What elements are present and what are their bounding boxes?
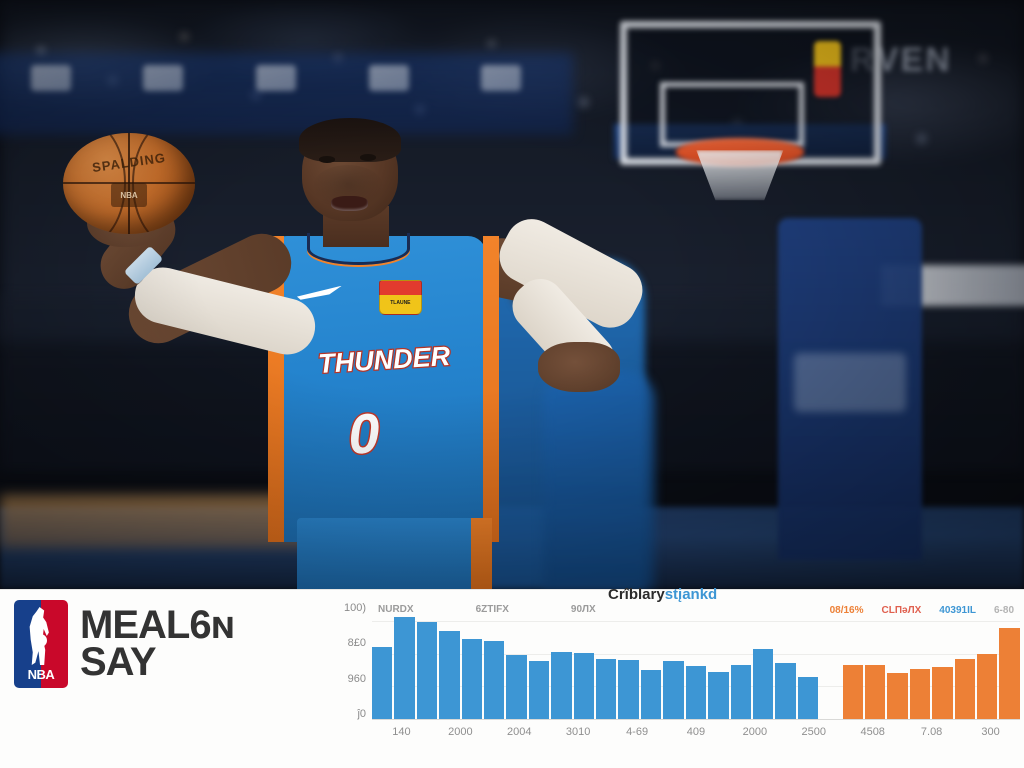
chart-x-tick: 300 — [981, 726, 1000, 738]
chart-bar — [909, 668, 931, 719]
chart-bar — [484, 641, 505, 719]
chart-bar — [887, 673, 908, 719]
chart-bar — [999, 627, 1020, 719]
chart-bar — [596, 659, 617, 719]
chart-bar — [528, 661, 550, 719]
chart-bar — [416, 621, 438, 719]
chart-y-tick: ĵ0 — [357, 707, 366, 720]
chart-bar — [976, 654, 998, 719]
hoop-stanchion — [778, 217, 922, 560]
chart-title-primary: Crîblary — [608, 586, 665, 603]
chart-x-axis-labels: 140 2000 2004 3010 4-69 409 2000 2500 4508 7.08 30… — [372, 726, 1020, 738]
chart-bar — [932, 667, 953, 719]
chart-bar — [573, 653, 595, 719]
chart-bar — [730, 665, 751, 719]
chart-x-tick: 7.08 — [920, 726, 943, 738]
chart-bar — [506, 655, 527, 719]
player-right-hand — [537, 341, 620, 392]
chart-bar — [842, 665, 863, 719]
nba-wordmark: NBA — [27, 667, 55, 682]
chart-bar — [708, 672, 729, 719]
chart-bar — [394, 617, 415, 719]
chart-bar — [640, 669, 662, 719]
chart-legend-item[interactable]: 6-80 — [993, 605, 1014, 616]
jersey-sponsor-patch — [378, 279, 422, 316]
nba-brand-lockup: NBA MEAL6ɴ SAY — [14, 600, 235, 688]
chart-x-tick: 2000 — [448, 726, 473, 738]
basketball: SPALDING NBA — [63, 132, 195, 234]
ball-seam — [63, 182, 195, 185]
nba-logo-icon: NBA — [14, 600, 68, 688]
chart-bar — [618, 660, 639, 719]
chart-bar — [439, 631, 460, 719]
ball-league-text: NBA — [120, 191, 138, 201]
chart-x-tick: 140 — [392, 726, 411, 738]
chart-top-annotation: 6ZTIFX — [475, 604, 509, 615]
jersey-neckline — [307, 232, 410, 266]
chart-x-tick: 2000 — [742, 726, 768, 738]
chart-bars — [372, 617, 1020, 719]
chart-bar — [864, 665, 886, 719]
chart-bar — [685, 666, 707, 719]
stanchion-logo-icon — [793, 353, 907, 413]
chart-top-annotation: NURDX — [378, 604, 414, 615]
chart-bar — [372, 647, 393, 719]
chart-plot-area — [372, 617, 1020, 720]
chart-bar — [752, 649, 774, 719]
chart-x-tick: 2500 — [801, 726, 827, 738]
background-player-2 — [542, 371, 656, 589]
chart-title: Crîblarystįankd — [608, 586, 717, 603]
player-eye-left — [319, 156, 335, 163]
brand-title: MEAL6ɴ SAY — [80, 605, 235, 684]
shorts-side-stripe — [471, 518, 492, 589]
chart-y-tick: 960 — [347, 672, 366, 685]
foreground-player: TLAUNE THUNDER 0 — [87, 117, 652, 589]
banner-mark-icon — [256, 64, 296, 91]
chart-top-annotation: 90ЛX — [570, 604, 596, 615]
bar-chart: Crîblarystįankd 08/16% CLПəЛX 40391IL 6-80 … — [316, 586, 1024, 768]
player-hair — [299, 117, 402, 162]
banner-mark-icon — [481, 64, 522, 91]
chart-bar — [551, 651, 572, 719]
chart-bar — [775, 662, 796, 719]
ball-nba-logo-icon — [110, 183, 148, 208]
chart-bar — [954, 659, 975, 719]
chart-bar — [663, 661, 684, 719]
chart-x-tick: 3010 — [565, 726, 591, 738]
player-eye-right — [360, 154, 376, 161]
brand-title-line2: SAY — [80, 640, 157, 684]
chart-x-tick: 2004 — [507, 726, 532, 738]
chart-x-tick: 4508 — [860, 726, 885, 738]
banner-mark-icon — [143, 64, 184, 91]
chart-top-annotations: NURDX 6ZTIFX 90ЛX — [378, 604, 596, 615]
jersey-number: 0 — [345, 399, 382, 467]
banner-mark-icon — [368, 64, 409, 91]
chart-legend-item[interactable]: 40391IL — [939, 605, 976, 616]
jersey-trim-right — [483, 235, 499, 542]
chart-y-axis-labels: 100) 8£0 960 ĵ0 — [320, 602, 366, 720]
bottom-panel: NBA MEAL6ɴ SAY Crîblarystįankd 08/16% CLП… — [0, 586, 1024, 768]
chart-legend-item[interactable]: CLПəЛX — [881, 605, 922, 616]
chart-x-tick: 4-69 — [626, 726, 649, 738]
chart-y-tick: 100) — [343, 602, 366, 614]
chart-legend: 08/16% CLПəЛX 40391IL 6-80 — [830, 605, 1014, 616]
chart-legend-item[interactable]: 08/16% — [829, 605, 864, 616]
chart-title-accent: stįankd — [664, 586, 718, 603]
jersey-patch-label: TLAUNE — [390, 300, 411, 307]
chart-y-tick: 8£0 — [347, 637, 366, 650]
basketball-photo: RVEN TLAUNE THUNDER 0 — [0, 0, 1024, 589]
player-mouth — [330, 195, 368, 211]
banner-mark-icon — [30, 64, 71, 91]
silhouette-ball-icon — [34, 634, 47, 647]
brand-title-line1: MEAL6ɴ — [80, 603, 235, 648]
chart-bar — [797, 677, 819, 719]
player-shorts — [296, 518, 492, 589]
chart-bar — [461, 638, 483, 719]
shot-clock — [814, 41, 841, 98]
chart-x-tick: 409 — [686, 726, 706, 738]
